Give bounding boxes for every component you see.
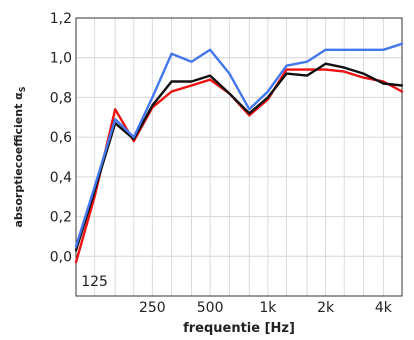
y-tick-label: 0,8 [50, 90, 72, 106]
x-tick-label: 250 [139, 300, 166, 316]
grid [76, 17, 402, 296]
y-tick-label: 0,0 [50, 249, 72, 265]
y-tick-label: 0,2 [50, 210, 72, 226]
series-line-3 [74, 42, 404, 248]
x-axis-title: frequentie [Hz] [183, 321, 295, 336]
y-tick-label: 1,0 [50, 51, 72, 67]
x-axis-ticks: 125 250 500 1k 2k 4k [81, 274, 393, 316]
x-tick-label: 500 [197, 300, 224, 316]
y-tick-label: 0,4 [50, 170, 72, 186]
y-tick-label: 1,2 [50, 11, 72, 27]
y-axis-ticks: 0,0 0,2 0,4 0,6 0,8 1,0 1,2 [50, 11, 72, 265]
series-line-2 [74, 62, 404, 252]
y-axis-title: absorptiecoefficient αS [12, 86, 27, 227]
y-axis-title-subscript: S [18, 86, 27, 92]
x-tick-label: 4k [375, 300, 393, 316]
x-tick-label: 1k [259, 300, 277, 316]
series-lines [74, 42, 404, 264]
series-line-1 [74, 68, 404, 264]
x-tick-label: 125 [81, 274, 108, 290]
y-tick-label: 0,6 [50, 130, 72, 146]
plot-area-frame [75, 17, 403, 297]
y-axis-title-main: absorptiecoefficient α [12, 92, 25, 228]
x-tick-label: 2k [317, 300, 335, 316]
